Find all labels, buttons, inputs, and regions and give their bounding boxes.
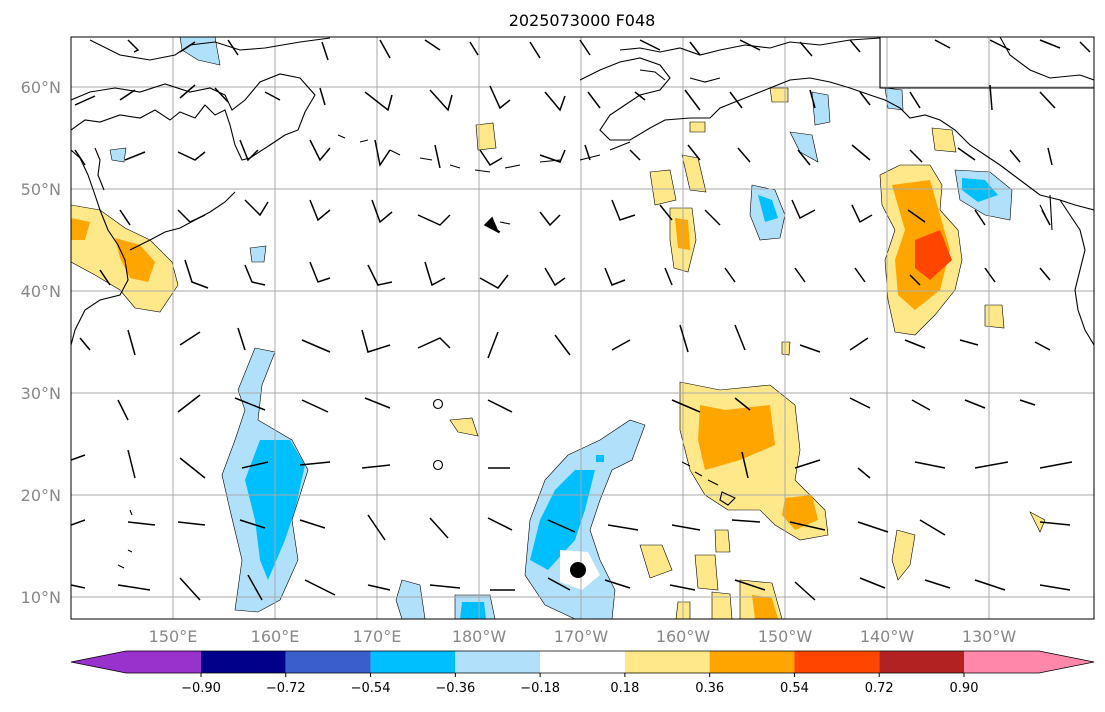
colorbar-extend-low [71,651,126,673]
map-frame [70,36,1095,620]
colorbar-extend-high [1039,651,1094,673]
strong-positive-anomaly-core [915,230,952,280]
lon-label: 160°W [656,627,711,646]
colorbar-segment [964,651,1039,673]
colorbar-tick-label: −0.18 [520,681,560,696]
colorbar-tick-label: 0.72 [865,681,894,696]
lat-label: 20°N [21,486,61,505]
lon-label: 180°W [452,627,507,646]
colorbar-segment [370,651,456,673]
longitude-labels: 150°E 160°E 170°E 180°W 170°W 160°W 150°… [149,627,1017,646]
colorbar-segment [285,651,371,673]
colorbar-tick-label: −0.72 [266,681,306,696]
lat-label: 40°N [21,282,61,301]
lon-label: 170°W [554,627,609,646]
map-area [71,37,1094,619]
lon-label: 150°W [758,627,813,646]
colorbar-segment [624,651,710,673]
lat-label: 60°N [21,78,61,97]
lat-label: 30°N [21,384,61,403]
colorbar-segment [201,651,286,673]
lon-label: 130°W [962,627,1017,646]
wind-barbs [71,39,1091,601]
colorbar-segment [126,651,201,673]
coastlines [71,37,1094,569]
colorbar-outline [70,650,1095,674]
positive-anomaly-core-japan [71,218,90,240]
colorbar-segment [709,651,795,673]
colorbar-segment [540,651,625,673]
positive-anomaly-core-hawaii [698,405,775,470]
lon-label: 160°E [251,627,300,646]
colorbar-tick-label: 0.36 [695,681,724,696]
colorbar-tick-label: 0.54 [780,681,809,696]
colorbar-segment [455,651,541,673]
anomaly-shading [71,37,1046,619]
lat-label: 50°N [21,180,61,199]
colorbar-tick-label: −0.54 [351,681,391,696]
negative-anomaly-region-170w [524,419,646,619]
figure-title: 2025073000 F048 [509,11,656,30]
storm-center-marker [570,562,586,578]
lon-label: 170°E [353,627,402,646]
lon-label: 140°W [860,627,915,646]
graticule [71,37,1094,619]
colorbar-tick-label: −0.36 [435,681,475,696]
lon-label: 150°E [149,627,198,646]
latitude-labels: 60°N 50°N 40°N 30°N 20°N 10°N [21,78,61,607]
colorbar-tick-label: 0.90 [950,681,979,696]
lat-label: 10°N [21,588,61,607]
colorbar: −0.90 −0.72 −0.54 −0.36 −0.18 0.18 0.36 0.54 0.7… [70,650,1095,696]
colorbar-segment [879,651,964,673]
colorbar-tick-label: −0.90 [181,681,221,696]
colorbar-segment [794,651,880,673]
colorbar-tick-label: 0.18 [610,681,639,696]
